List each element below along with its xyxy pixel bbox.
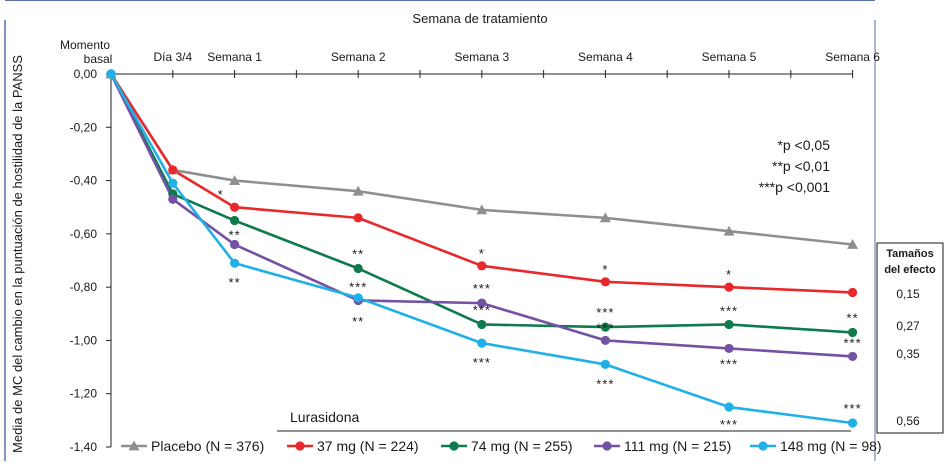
data-point [724, 319, 734, 330]
significance-marker: * [479, 246, 485, 261]
data-point [600, 322, 611, 332]
data-point [600, 335, 611, 346]
effect-size-title: Tamaños [886, 248, 933, 260]
significance-marker: ** [352, 246, 364, 261]
data-point [600, 277, 611, 287]
data-point [477, 319, 487, 330]
data-point [230, 258, 240, 268]
series-line [109, 73, 853, 294]
legend-swatch-marker [128, 440, 140, 451]
y-tick-label: -1,00 [70, 333, 98, 347]
effect-size-value: 0,35 [896, 347, 920, 361]
y-tick-label: -0,20 [70, 120, 98, 134]
significance-marker: *** [844, 401, 862, 416]
x-tick-label: Semana 5 [702, 50, 757, 64]
data-point [724, 402, 734, 412]
significance-marker: *** [473, 302, 491, 317]
legend-item-label: 74 mg (N = 255) [471, 438, 573, 454]
p-value-note: **p <0,01 [772, 158, 830, 174]
data-point [848, 351, 858, 362]
data-point [353, 263, 363, 274]
legend-swatch-marker [758, 441, 768, 451]
significance-marker: ** [352, 314, 364, 329]
significance-marker: *** [473, 281, 491, 296]
data-point [847, 239, 859, 249]
data-point [353, 213, 363, 223]
series-line [109, 73, 853, 358]
p-value-note: *p <0,05 [777, 137, 830, 153]
x-tick-label: Día 3/4 [153, 50, 192, 64]
data-point [230, 239, 240, 250]
y-tick-label: -0,60 [70, 227, 98, 241]
data-point [168, 165, 178, 175]
y-tick-label: -1,20 [70, 387, 98, 401]
x-tick-label: Semana 2 [331, 50, 386, 64]
data-point [848, 327, 858, 338]
significance-marker: *** [596, 320, 614, 335]
data-point [106, 69, 116, 79]
effect-size-value: 0,56 [896, 414, 920, 428]
y-tick-label: -1,40 [70, 440, 98, 454]
effect-size-title: del efecto [884, 264, 936, 276]
effect-size-value: 0,15 [896, 287, 920, 301]
data-point [476, 204, 488, 215]
significance-marker: *** [596, 376, 614, 391]
legend-item-label: Placebo (N = 376) [151, 438, 264, 454]
x-tick-label: Semana 3 [454, 50, 509, 64]
series-line [109, 73, 853, 425]
data-point [230, 215, 240, 226]
x-tick-label: Semana 6 [825, 50, 880, 64]
significance-marker: ** [229, 228, 241, 243]
legend-swatch-marker [295, 441, 305, 451]
x-axis-title: Semana de tratamiento [412, 11, 547, 26]
significance-marker: * [218, 187, 224, 202]
data-point [723, 225, 735, 236]
data-point [477, 338, 487, 348]
data-point [848, 287, 858, 298]
data-point [229, 175, 241, 185]
x-tick-label: Semana 4 [578, 50, 633, 64]
significance-marker: *** [720, 417, 738, 432]
y-tick-label: -0,40 [70, 174, 98, 188]
y-tick-label: 0,00 [74, 67, 98, 81]
data-point [168, 194, 178, 204]
significance-marker: *** [720, 356, 738, 371]
data-point [724, 343, 734, 354]
data-point [724, 282, 734, 292]
y-axis-title: Media de MC del cambio en la puntuación … [10, 55, 25, 453]
x-tick-label: Semana 1 [207, 50, 262, 64]
significance-marker: * [726, 267, 732, 282]
legend-item-label: 148 mg (N = 98) [780, 438, 882, 454]
legend-group-label: Lurasidona [290, 409, 359, 425]
significance-marker: ** [229, 275, 241, 290]
significance-marker: *** [596, 305, 614, 320]
significance-marker: ** [847, 310, 859, 325]
data-point [477, 261, 487, 271]
data-point [230, 202, 240, 212]
legend-item-label: 111 mg (N = 215) [624, 438, 731, 454]
effect-size-box [876, 242, 944, 434]
data-point [168, 178, 178, 188]
y-tick-label: -0,80 [70, 280, 98, 294]
legend-swatch-marker [602, 441, 612, 451]
significance-marker: *** [349, 279, 367, 294]
legend-swatch-marker [449, 441, 459, 451]
data-point [353, 293, 363, 303]
data-point [477, 298, 487, 308]
data-point [599, 212, 611, 223]
series-line [109, 73, 853, 246]
significance-marker: * [602, 262, 608, 277]
data-point [352, 185, 364, 196]
data-point [600, 359, 611, 370]
significance-marker: *** [473, 355, 491, 370]
significance-marker: *** [844, 335, 862, 350]
p-value-note: ***p <0,001 [759, 179, 830, 195]
significance-marker: *** [720, 303, 738, 318]
effect-size-value: 0,27 [896, 319, 920, 333]
x-tick-label: Momento basal [60, 38, 112, 66]
data-point [848, 418, 858, 428]
legend-item-label: 37 mg (N = 224) [317, 438, 419, 454]
